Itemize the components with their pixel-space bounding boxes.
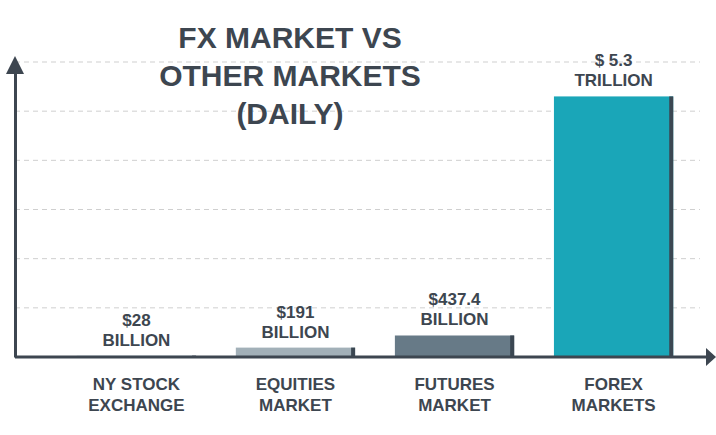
y-axis xyxy=(15,63,17,358)
title-line: (DAILY) xyxy=(236,97,343,130)
data-label-line: $ 5.3 xyxy=(595,51,633,70)
bars xyxy=(77,96,673,357)
x-tick-label-line: FOREX xyxy=(584,375,643,394)
x-axis-arrow xyxy=(706,348,716,366)
x-tick-label: EQUITIES MARKET xyxy=(256,375,335,415)
data-label-line: TRILLION xyxy=(574,71,652,90)
x-tick-label-line: MARKET xyxy=(418,396,491,415)
title: FX MARKET VS OTHER MARKETS (DAILY) xyxy=(159,21,421,130)
x-tick-label: NY STOCK EXCHANGE xyxy=(88,375,184,415)
data-label: $437.4BILLION xyxy=(421,290,489,329)
bar-shadow xyxy=(669,96,673,357)
data-label-line: BILLION xyxy=(102,331,170,350)
x-tick-label-line: EQUITIES xyxy=(256,375,335,394)
data-label: $191BILLION xyxy=(261,303,329,342)
x-axis-line xyxy=(15,356,710,359)
bar xyxy=(395,335,514,357)
x-tick-label: FOREX MARKETS xyxy=(572,375,656,415)
data-label: $28BILLION xyxy=(102,311,170,350)
x-tick-label-line: EXCHANGE xyxy=(88,396,184,415)
x-tick-label: FUTURES MARKET xyxy=(414,375,494,415)
data-label-line: $437.4 xyxy=(429,290,482,309)
x-tick-label-line: MARKET xyxy=(259,396,332,415)
x-tick-label-line: MARKETS xyxy=(572,396,656,415)
data-label: $ 5.3TRILLION xyxy=(574,51,652,90)
data-label-line: $28 xyxy=(122,311,150,330)
y-axis-line xyxy=(14,63,17,358)
grid xyxy=(15,62,700,357)
title-line: FX MARKET VS xyxy=(178,21,401,54)
data-label-line: $191 xyxy=(277,303,315,322)
x-tick-label-line: NY STOCK xyxy=(93,375,181,394)
x-axis: NY STOCK EXCHANGE EQUITIES MARKET FUTURES MAR… xyxy=(88,375,655,415)
data-label-line: BILLION xyxy=(421,310,489,329)
bar-shadow xyxy=(510,335,514,357)
chart: FX MARKET VSOTHER MARKETS(DAILY)$28BILLI… xyxy=(0,0,716,435)
bar xyxy=(554,96,673,357)
title-line: OTHER MARKETS xyxy=(159,59,421,92)
data-label-line: BILLION xyxy=(261,323,329,342)
y-axis-arrow xyxy=(6,56,24,74)
x-tick-label-line: FUTURES xyxy=(414,375,494,394)
